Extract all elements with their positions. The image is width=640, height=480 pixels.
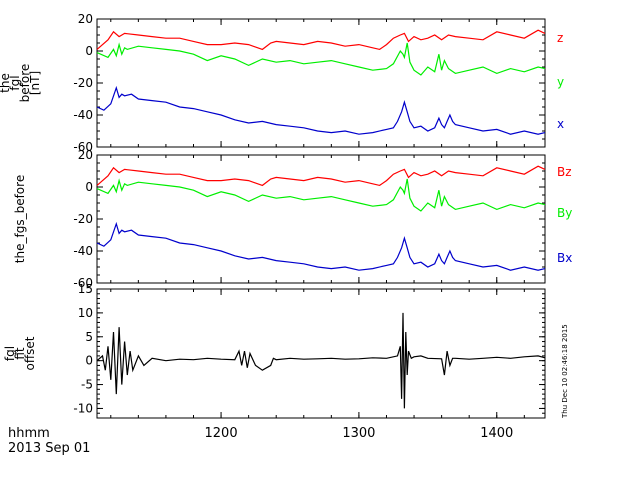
series-line-z <box>96 29 546 51</box>
y-tick-label: -10 <box>73 401 93 415</box>
y-axis-label: offset <box>23 336 37 370</box>
series-label-bz: Bz <box>557 165 572 179</box>
panel-2: 20 0 -20 -40 -60 the_fgs_before Bz By Bx <box>13 148 572 290</box>
y-axis-label: fgl <box>8 75 22 90</box>
series-line-bz <box>96 165 546 187</box>
y-tick-label: -40 <box>73 244 93 258</box>
x-axis-label-date: 2013 Sep 01 <box>8 441 90 456</box>
series-label-by: By <box>557 206 572 220</box>
y-tick-label: -60 <box>73 140 93 154</box>
y-axis-label: before <box>18 64 32 103</box>
y-tick-label: 20 <box>78 148 93 162</box>
series-line-offset <box>96 312 546 409</box>
timestamp-label: Thu Dec 10 02:46:18 2015 <box>561 324 569 419</box>
y-tick-label: -60 <box>73 276 93 290</box>
x-tick-label: 1200 <box>205 426 238 441</box>
series-label-bx: Bx <box>557 251 572 265</box>
y-tick-label: -20 <box>73 212 93 226</box>
y-axis-label: the <box>0 73 12 93</box>
series-line-y <box>96 42 546 76</box>
y-tick-label: 20 <box>78 12 93 26</box>
series-label-y: y <box>557 75 564 89</box>
y-axis-label: [nT] <box>28 71 42 95</box>
y-axis-label: the_fgs_before <box>13 175 27 263</box>
y-tick-label: 5 <box>85 330 93 344</box>
x-tick-label: 1300 <box>342 426 375 441</box>
series-line-by <box>96 178 546 212</box>
x-axis-label-format: hhmm <box>8 426 50 441</box>
panel-frame <box>96 288 546 419</box>
y-tick-label: -5 <box>81 378 93 392</box>
y-tick-label: 0 <box>85 180 93 194</box>
series-line-bx <box>96 221 546 271</box>
x-tick-label: 1400 <box>480 426 513 441</box>
y-tick-label: 10 <box>78 306 93 320</box>
series-label-x: x <box>557 117 564 131</box>
y-axis-label: fit <box>13 347 27 360</box>
y-axis-label: fgl <box>3 346 17 361</box>
y-tick-label: 0 <box>85 44 93 58</box>
y-tick-label: 0 <box>85 354 93 368</box>
y-tick-label: -20 <box>73 76 93 90</box>
y-tick-label: -40 <box>73 108 93 122</box>
series-line-x <box>96 85 546 135</box>
y-tick-label: 15 <box>78 282 93 296</box>
series-label-z: z <box>557 31 563 45</box>
